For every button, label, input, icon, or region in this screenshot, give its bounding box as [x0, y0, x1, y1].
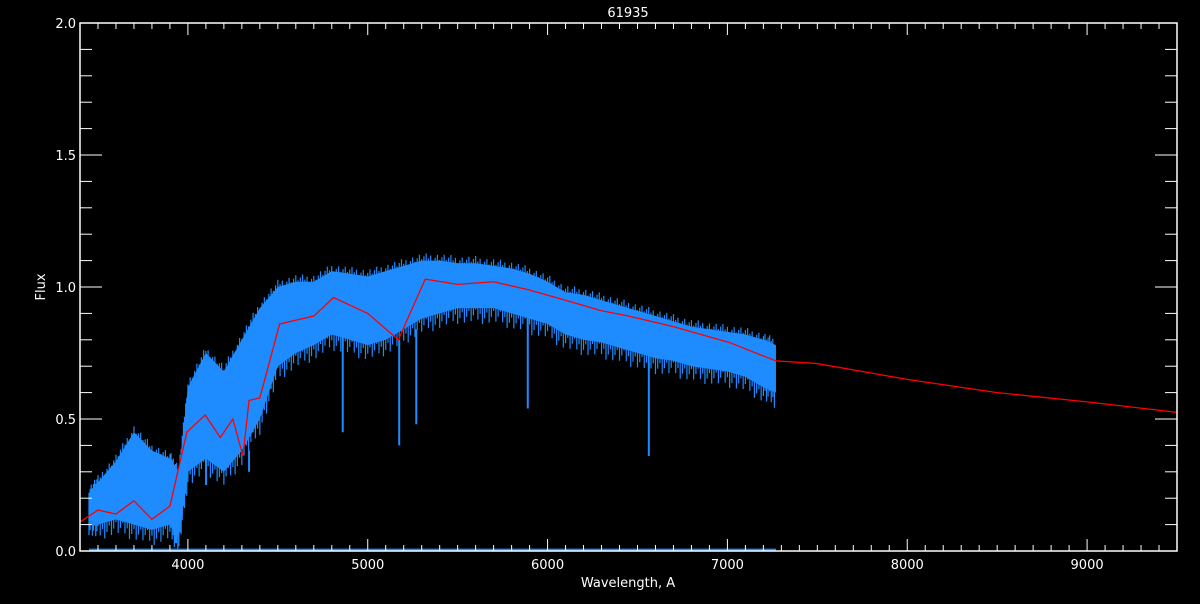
plot-area — [79, 253, 1178, 551]
x-axis-label: Wavelength, A — [581, 576, 675, 591]
x-tick-label: 9000 — [1071, 558, 1104, 573]
x-tick-label: 7000 — [711, 558, 744, 573]
y-tick-label: 1.5 — [55, 149, 76, 164]
x-tick-label: 5000 — [351, 558, 384, 573]
y-tick-label: 0.0 — [55, 545, 76, 560]
axes-frame — [79, 22, 1178, 552]
y-tick-label: 2.0 — [55, 17, 76, 32]
axes: 4000 5000 6000 7000 8000 9000 0.0 0.5 1.0 1.5 2.0 — [55, 17, 1178, 573]
y-tick-label: 0.5 — [55, 413, 76, 428]
x-tick-label: 6000 — [531, 558, 564, 573]
x-tick-label: 4000 — [171, 558, 204, 573]
x-tick-label: 8000 — [891, 558, 924, 573]
y-axis-label: Flux — [34, 273, 49, 300]
chart-title: 61935 — [607, 6, 648, 21]
y-tick-label: 1.0 — [55, 281, 76, 296]
model-spectrum-line — [79, 278, 1178, 523]
